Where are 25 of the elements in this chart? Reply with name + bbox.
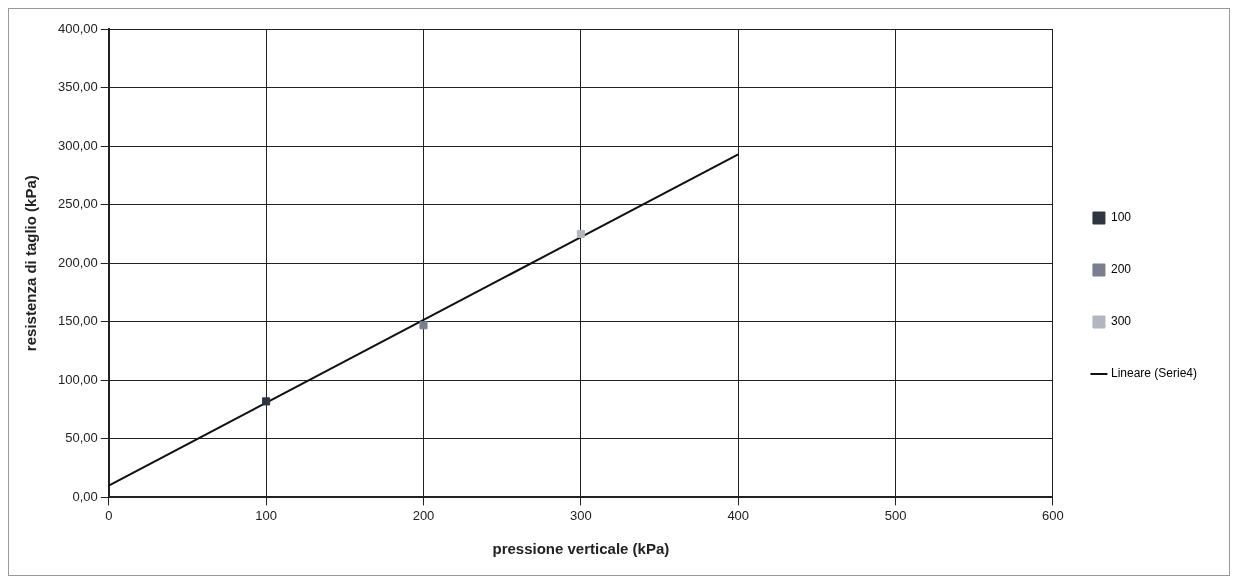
x-tick-label: 100	[255, 507, 277, 523]
legend-label: 200	[1110, 262, 1132, 277]
y-tick-label: 250,00	[58, 196, 98, 212]
point	[262, 397, 271, 406]
point	[419, 321, 428, 330]
legend-label: Lineare (Serie4)	[1110, 366, 1197, 381]
x-tick-label: 300	[570, 507, 592, 523]
y-tick-label: 100,00	[58, 371, 98, 387]
point	[576, 229, 585, 238]
y-tick-label: 200,00	[58, 254, 98, 270]
x-tick-label: 500	[884, 507, 907, 523]
y-tick-label: 50,00	[65, 430, 98, 446]
y-tick-label: 400,00	[58, 20, 98, 36]
x-axis-title: pressione verticale (kPa)	[492, 540, 670, 558]
legend-label: 100	[1110, 210, 1132, 225]
x-tick-label: 400	[727, 507, 750, 523]
y-tick-label: 300,00	[58, 137, 98, 153]
x-tick-label: 600	[1042, 507, 1064, 523]
y-tick-label: 150,00	[58, 313, 98, 329]
y-tick-label: 350,00	[58, 79, 98, 95]
y-axis-title: resistenza di taglio (kPa)	[22, 175, 40, 352]
legend-label: 300	[1110, 314, 1132, 329]
x-tick-label: 200	[412, 507, 435, 523]
y-tick-label: 0,00	[72, 488, 98, 504]
x-tick-label: 0	[105, 507, 113, 523]
